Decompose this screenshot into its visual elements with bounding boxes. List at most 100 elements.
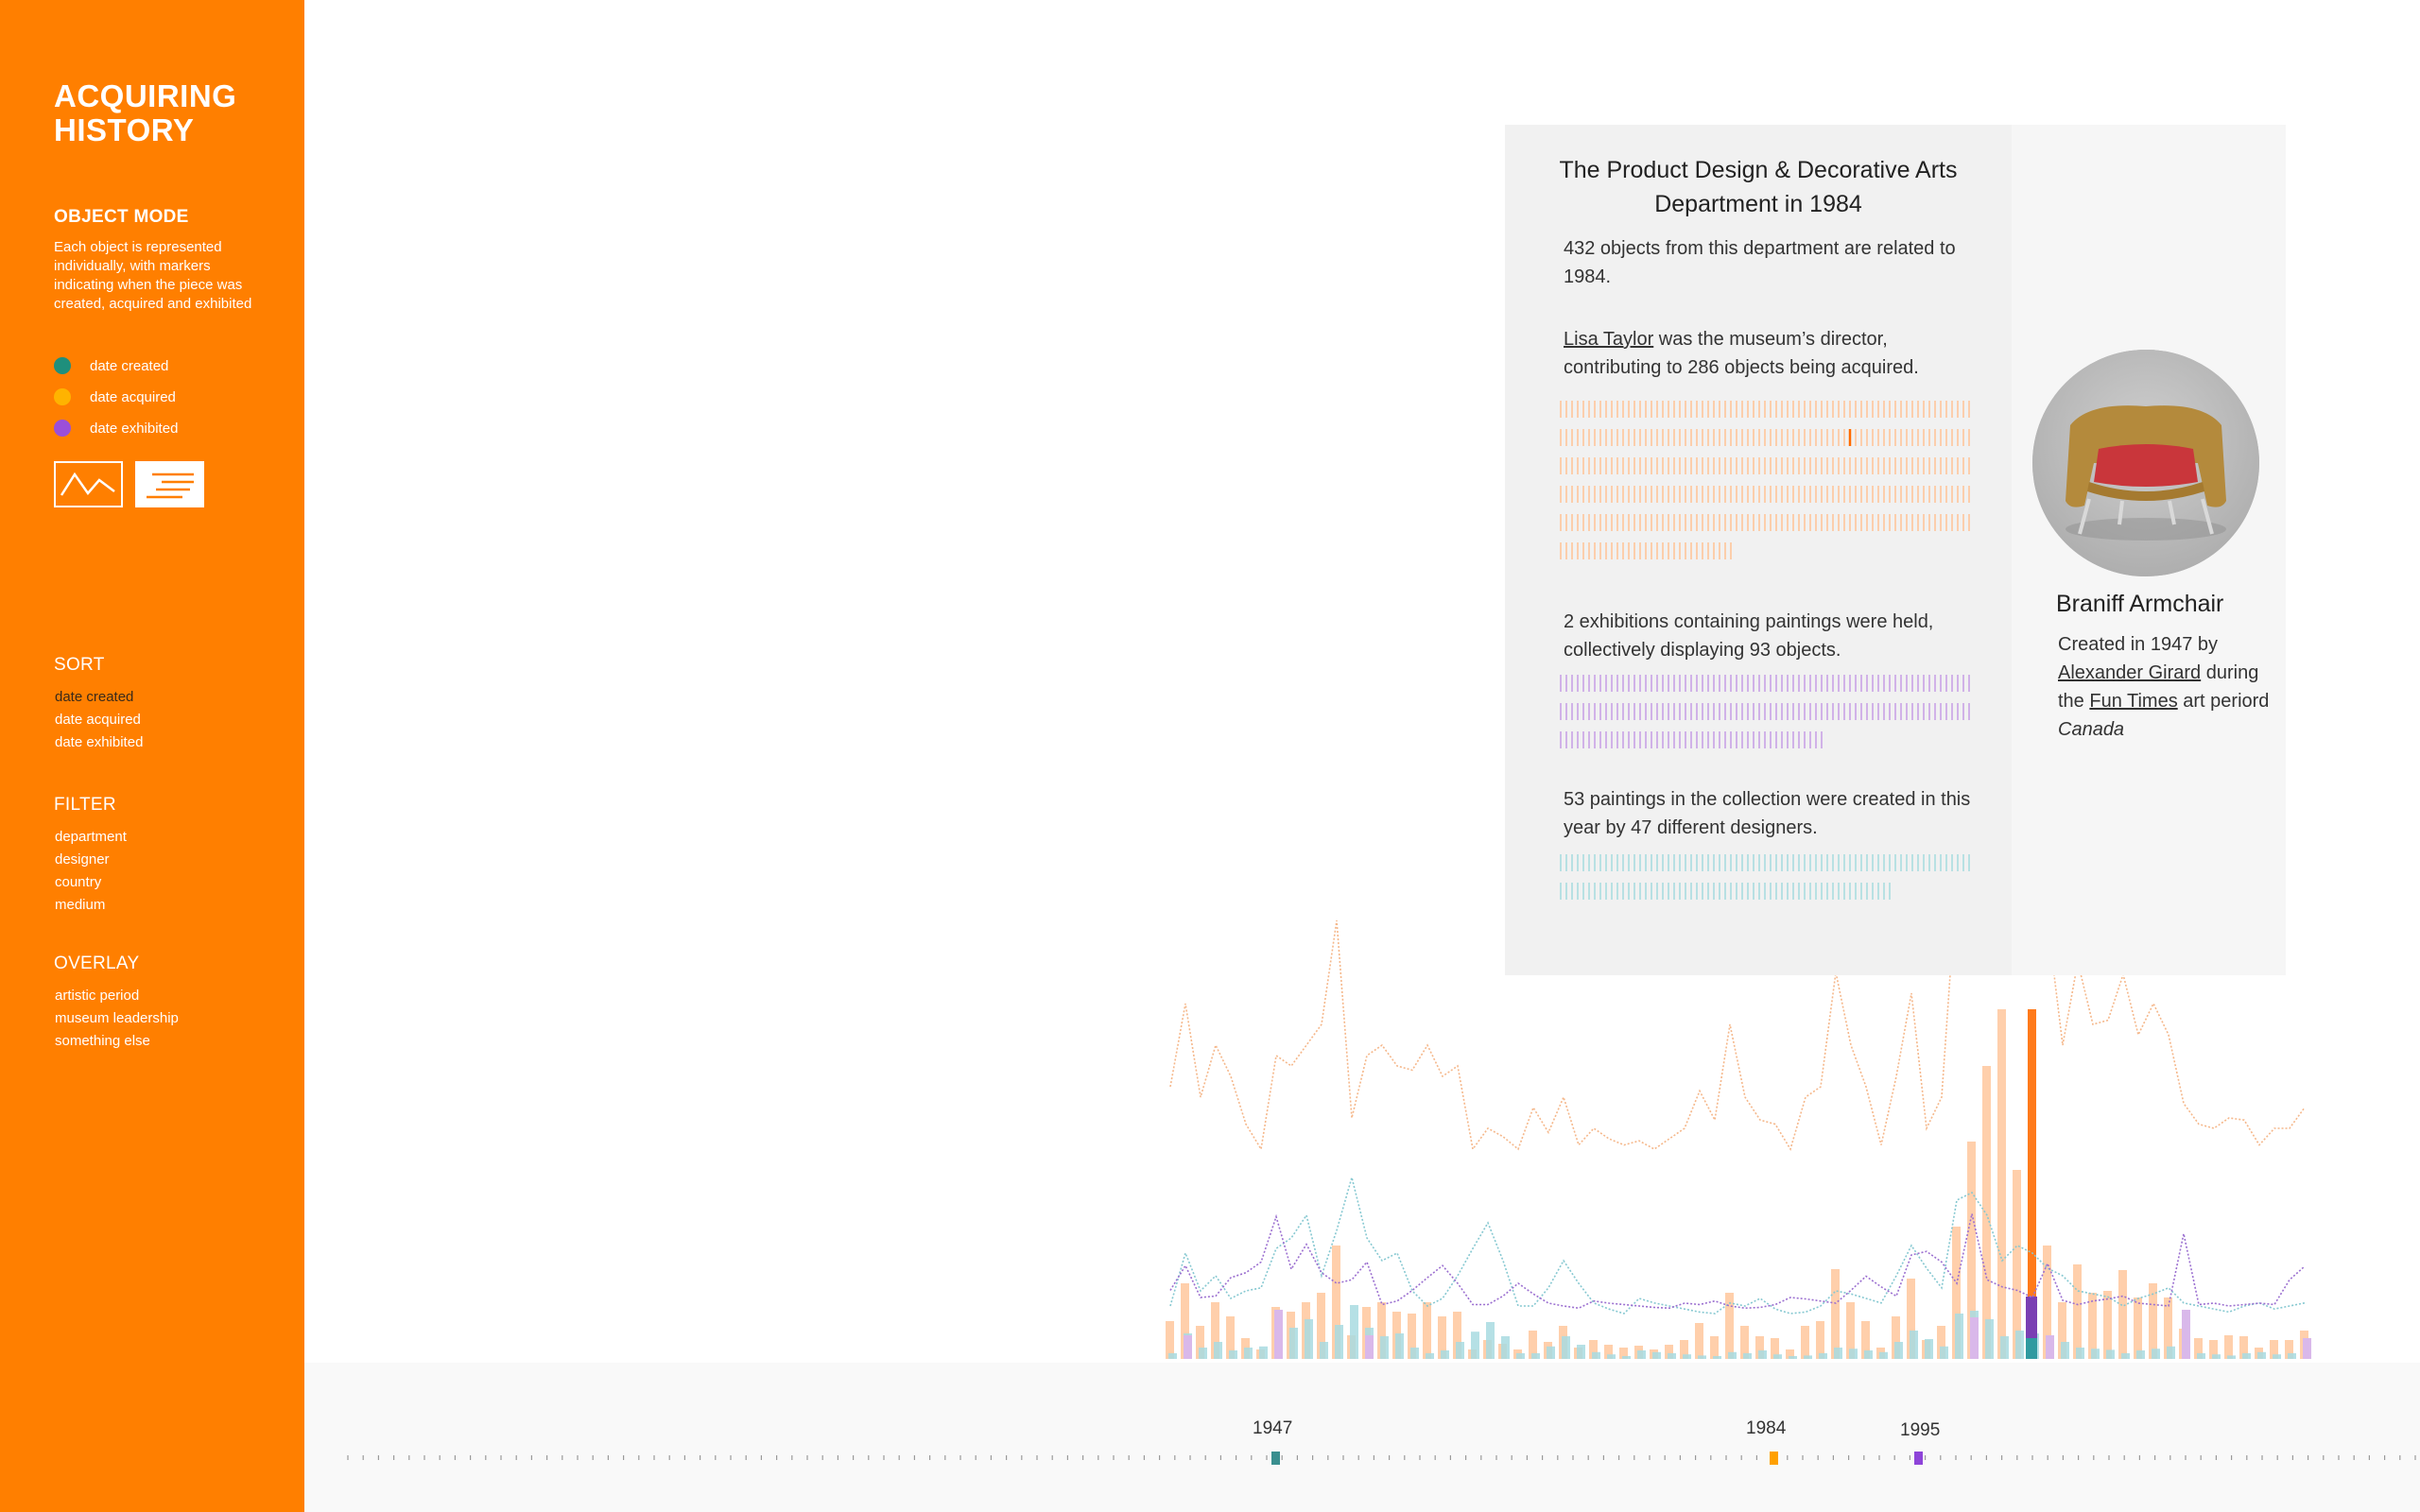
created-bar[interactable] — [1320, 1342, 1328, 1359]
acquired-bar[interactable] — [2270, 1340, 2278, 1359]
exhibited-bar[interactable] — [2303, 1338, 2311, 1359]
created-bar[interactable] — [1486, 1322, 1495, 1359]
marker-1984[interactable] — [1770, 1452, 1778, 1465]
period-link[interactable]: Fun Times — [2089, 691, 2178, 712]
created-bar[interactable] — [2152, 1349, 2160, 1359]
acquired-bar[interactable] — [1317, 1293, 1325, 1359]
created-bar[interactable] — [1940, 1346, 1948, 1359]
acquired-bar[interactable] — [1740, 1326, 1749, 1359]
acquired-bar[interactable] — [1710, 1336, 1719, 1359]
overlay-something-else[interactable]: something else — [55, 1033, 150, 1049]
acquired-bar[interactable] — [1226, 1316, 1235, 1359]
created-bar[interactable] — [1925, 1339, 1933, 1359]
created-bar[interactable] — [1214, 1342, 1222, 1359]
created-bar[interactable] — [1456, 1342, 1464, 1359]
created-bar[interactable] — [1289, 1328, 1298, 1359]
acquired-bar[interactable] — [2134, 1297, 2142, 1359]
created-bar[interactable] — [2136, 1350, 2145, 1359]
created-bar[interactable] — [1879, 1351, 1888, 1359]
created-bar[interactable] — [1547, 1346, 1555, 1359]
acquired-bar[interactable] — [2285, 1340, 2293, 1359]
sort-date-exhibited[interactable]: date exhibited — [55, 734, 144, 750]
acquired-bar[interactable] — [1967, 1142, 1976, 1359]
created-bar[interactable] — [1531, 1353, 1540, 1359]
acquired-bar[interactable] — [2149, 1283, 2157, 1359]
acquired-bar[interactable] — [2239, 1336, 2248, 1359]
created-bar[interactable] — [1955, 1314, 1963, 1359]
created-bar[interactable] — [1607, 1354, 1616, 1359]
acquired-bar[interactable] — [1786, 1349, 1794, 1359]
created-bar[interactable] — [1819, 1353, 1827, 1359]
object-image[interactable] — [2032, 350, 2259, 576]
created-bar[interactable] — [2257, 1351, 2266, 1359]
created-bar[interactable] — [2242, 1353, 2251, 1359]
created-bar[interactable] — [1834, 1348, 1842, 1359]
highlight-segment[interactable] — [2026, 1338, 2037, 1359]
highlight-segment[interactable] — [2026, 1297, 2037, 1338]
filter-country[interactable]: country — [55, 874, 102, 890]
created-bar[interactable] — [1804, 1355, 1812, 1359]
acquired-bar[interactable] — [1695, 1323, 1703, 1359]
created-bar[interactable] — [1637, 1350, 1646, 1359]
acquired-bar[interactable] — [2043, 1246, 2051, 1359]
acquired-bar[interactable] — [1771, 1338, 1779, 1359]
exhibited-bar[interactable] — [1970, 1317, 1979, 1359]
created-bar[interactable] — [1335, 1325, 1343, 1359]
acquired-bar[interactable] — [1665, 1345, 1673, 1359]
timeline[interactable]: 1947 1984 1995 — [304, 1363, 2420, 1512]
exhibited-bar[interactable] — [1365, 1335, 1374, 1359]
created-bar[interactable] — [2015, 1331, 2024, 1359]
created-bar[interactable] — [2227, 1355, 2236, 1359]
created-bar[interactable] — [1410, 1348, 1419, 1359]
created-bar[interactable] — [1592, 1351, 1600, 1359]
created-bar[interactable] — [1864, 1350, 1873, 1359]
overlay-museum-leadership[interactable]: museum leadership — [55, 1010, 179, 1026]
acquired-bar[interactable] — [1755, 1336, 1764, 1359]
acquired-bar[interactable] — [1589, 1340, 1598, 1359]
created-bar[interactable] — [1698, 1355, 1706, 1359]
created-bar[interactable] — [1773, 1354, 1782, 1359]
acquired-bar[interactable] — [1982, 1066, 1991, 1359]
created-bar[interactable] — [1713, 1356, 1721, 1359]
sort-date-acquired[interactable]: date acquired — [55, 712, 141, 728]
acquired-bar[interactable] — [1997, 1009, 2006, 1359]
filter-department[interactable]: department — [55, 829, 127, 845]
acquired-bar[interactable] — [1423, 1302, 1431, 1359]
created-bar[interactable] — [2167, 1346, 2175, 1359]
created-bar[interactable] — [1562, 1336, 1570, 1359]
acquired-bar[interactable] — [1892, 1316, 1900, 1359]
acquired-bar[interactable] — [1377, 1302, 1386, 1359]
created-bar[interactable] — [1668, 1353, 1676, 1359]
created-bar[interactable] — [1471, 1332, 1479, 1359]
created-bar[interactable] — [2091, 1349, 2100, 1359]
acquired-bar[interactable] — [1166, 1321, 1174, 1359]
acquired-bar[interactable] — [1196, 1326, 1204, 1359]
acquired-bar[interactable] — [1952, 1227, 1961, 1359]
acquired-bar[interactable] — [1680, 1340, 1688, 1359]
created-bar[interactable] — [1622, 1356, 1631, 1359]
acquired-bar[interactable] — [1861, 1321, 1870, 1359]
filter-medium[interactable]: medium — [55, 897, 106, 913]
acquired-bar[interactable] — [1181, 1283, 1189, 1359]
line-mode-button[interactable] — [54, 461, 123, 507]
exhibited-bar[interactable] — [1274, 1310, 1283, 1359]
acquired-bar[interactable] — [1529, 1331, 1537, 1359]
created-bar[interactable] — [2212, 1354, 2221, 1359]
created-bar[interactable] — [1789, 1356, 1797, 1359]
acquired-bar[interactable] — [2073, 1264, 2082, 1359]
acquired-bar[interactable] — [1332, 1246, 1340, 1359]
acquired-bar[interactable] — [1801, 1326, 1809, 1359]
created-bar[interactable] — [1244, 1348, 1253, 1359]
created-bar[interactable] — [1229, 1350, 1237, 1359]
acquired-bar[interactable] — [1831, 1269, 1840, 1359]
created-bar[interactable] — [1652, 1351, 1661, 1359]
acquired-bar[interactable] — [2013, 1170, 2021, 1359]
created-bar[interactable] — [1395, 1333, 1404, 1359]
sort-date-created[interactable]: date created — [55, 689, 134, 705]
created-bar[interactable] — [1305, 1319, 1313, 1359]
designer-link[interactable]: Alexander Girard — [2058, 662, 2202, 683]
created-bar[interactable] — [2288, 1353, 2296, 1359]
acquired-bar[interactable] — [1408, 1314, 1416, 1359]
acquired-bar[interactable] — [1816, 1321, 1824, 1359]
created-bar[interactable] — [2121, 1353, 2130, 1359]
